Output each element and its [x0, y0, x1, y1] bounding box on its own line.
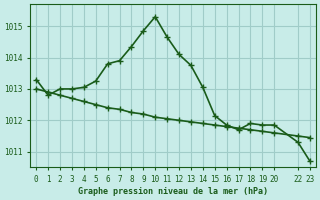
- X-axis label: Graphe pression niveau de la mer (hPa): Graphe pression niveau de la mer (hPa): [78, 187, 268, 196]
